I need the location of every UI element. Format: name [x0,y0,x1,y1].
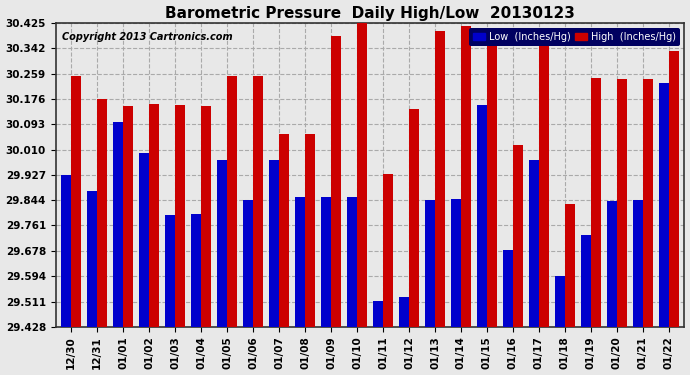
Text: Copyright 2013 Cartronics.com: Copyright 2013 Cartronics.com [62,32,233,42]
Bar [201,106,211,327]
Bar [617,80,627,327]
Bar [555,276,565,327]
Bar [253,76,263,327]
Bar [539,46,549,327]
Bar [581,235,591,327]
Bar [139,153,149,327]
Bar [357,23,367,327]
Bar [669,51,679,327]
Bar [451,199,461,327]
Bar [61,175,71,327]
Bar [331,36,341,327]
Bar [97,99,107,327]
Bar [503,250,513,327]
Bar [124,106,133,327]
Bar [435,31,445,327]
Bar [88,191,97,327]
Bar [269,160,279,327]
Bar [591,78,601,327]
Legend: Low  (Inches/Hg), High  (Inches/Hg): Low (Inches/Hg), High (Inches/Hg) [469,28,680,46]
Bar [149,104,159,327]
Bar [217,160,227,327]
Bar [113,122,124,327]
Bar [425,200,435,327]
Bar [244,200,253,327]
Bar [487,42,497,327]
Bar [513,145,523,327]
Bar [477,105,487,327]
Bar [529,160,539,327]
Bar [305,134,315,327]
Bar [347,197,357,327]
Bar [175,105,185,327]
Bar [322,197,331,327]
Bar [565,204,575,327]
Bar [71,76,81,327]
Bar [659,82,669,327]
Bar [383,174,393,327]
Bar [227,76,237,327]
Bar [409,109,419,327]
Bar [279,134,289,327]
Bar [191,213,201,327]
Bar [643,80,653,327]
Bar [166,215,175,327]
Title: Barometric Pressure  Daily High/Low  20130123: Barometric Pressure Daily High/Low 20130… [165,6,575,21]
Bar [399,297,409,327]
Bar [633,200,643,327]
Bar [373,301,383,327]
Bar [295,197,305,327]
Bar [607,201,617,327]
Bar [461,26,471,327]
